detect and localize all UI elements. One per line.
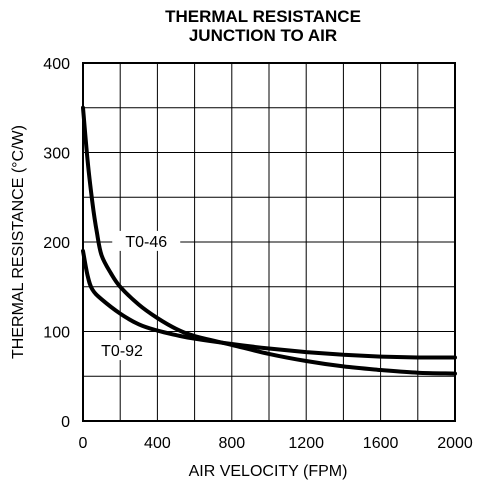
plot-frame (82, 62, 456, 422)
y-tick-label: 300 (43, 146, 70, 163)
x-tick-label: 1200 (288, 435, 324, 452)
y-axis-title: THERMAL RESISTANCE (°C/W) (10, 125, 27, 359)
series-line-t0-92 (81, 249, 457, 360)
series-label-background (112, 230, 181, 251)
curves (81, 105, 457, 376)
series-line-t0-46 (81, 105, 457, 376)
y-tick-labels: 0 100 200 300 400 (43, 56, 70, 431)
x-tick-label: 1600 (363, 435, 399, 452)
x-tick-label: 2000 (437, 435, 473, 452)
series-label-background (88, 340, 157, 361)
series-label-t0-46: T0-46 (125, 234, 167, 251)
y-tick-label: 100 (43, 325, 70, 342)
series-label-t0-92: T0-92 (101, 343, 143, 360)
x-tick-label: 400 (144, 435, 171, 452)
y-tick-label: 0 (61, 414, 70, 431)
chart-title-line-1: THERMAL RESISTANCE (165, 7, 361, 26)
x-tick-labels: 0 400 800 1200 1600 2000 (79, 435, 473, 452)
x-tick-label: 800 (218, 435, 245, 452)
x-tick-label: 0 (79, 435, 88, 452)
chart-title-line-2: JUNCTION TO AIR (189, 26, 337, 45)
y-tick-label: 200 (43, 235, 70, 252)
x-axis-title: AIR VELOCITY (FPM) (189, 463, 348, 480)
y-tick-label: 400 (43, 56, 70, 73)
series-labels: T0-46 T0-92 (88, 230, 181, 361)
